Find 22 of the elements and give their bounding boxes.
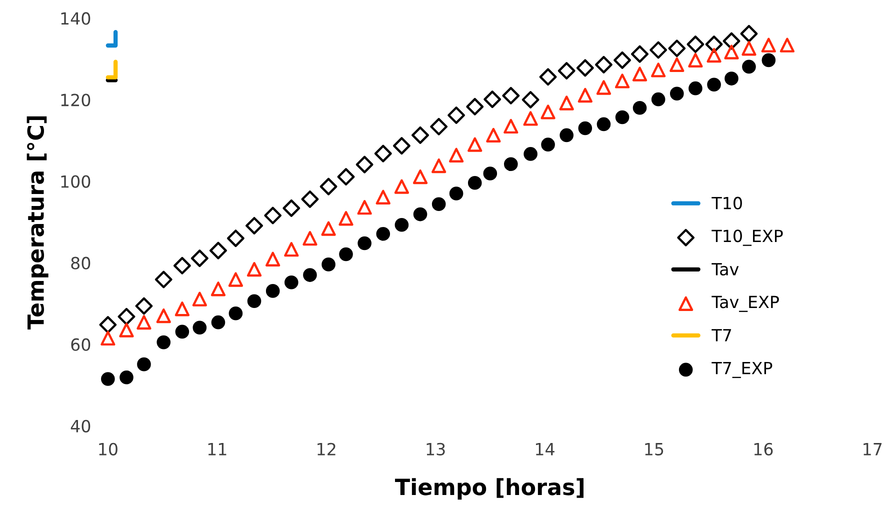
y-tick-label: 40 bbox=[70, 420, 90, 432]
legend-label: T10_EXP bbox=[712, 230, 783, 246]
legend-label: Tav_EXP bbox=[712, 296, 779, 312]
legend-label: Tav bbox=[712, 263, 739, 276]
y-tick-label: 80 bbox=[71, 256, 90, 270]
legend-label: T7_EXP bbox=[712, 362, 772, 378]
x-tick-label: 16 bbox=[754, 442, 773, 456]
y-tick-label: 60 bbox=[71, 338, 90, 351]
x-tick-label: 11 bbox=[208, 443, 226, 456]
y-tick-label: 120 bbox=[61, 94, 90, 106]
y-tick-label: 140 bbox=[61, 12, 90, 25]
legend-label: T10 bbox=[712, 196, 742, 210]
x-tick-label: 13 bbox=[426, 442, 445, 456]
x-tick-label: 14 bbox=[536, 443, 554, 456]
x-tick-label: 12 bbox=[318, 442, 336, 456]
x-axis-title: Tiempo [horas] bbox=[395, 478, 584, 500]
legend-label: T7 bbox=[712, 329, 732, 342]
x-tick-label: 10 bbox=[99, 442, 118, 456]
x-tick-label: 17 bbox=[864, 443, 882, 456]
y-tick-label: 100 bbox=[61, 175, 90, 188]
y-axis-title: Temperatura [°C] bbox=[26, 116, 48, 330]
x-tick-label: 15 bbox=[645, 443, 664, 456]
